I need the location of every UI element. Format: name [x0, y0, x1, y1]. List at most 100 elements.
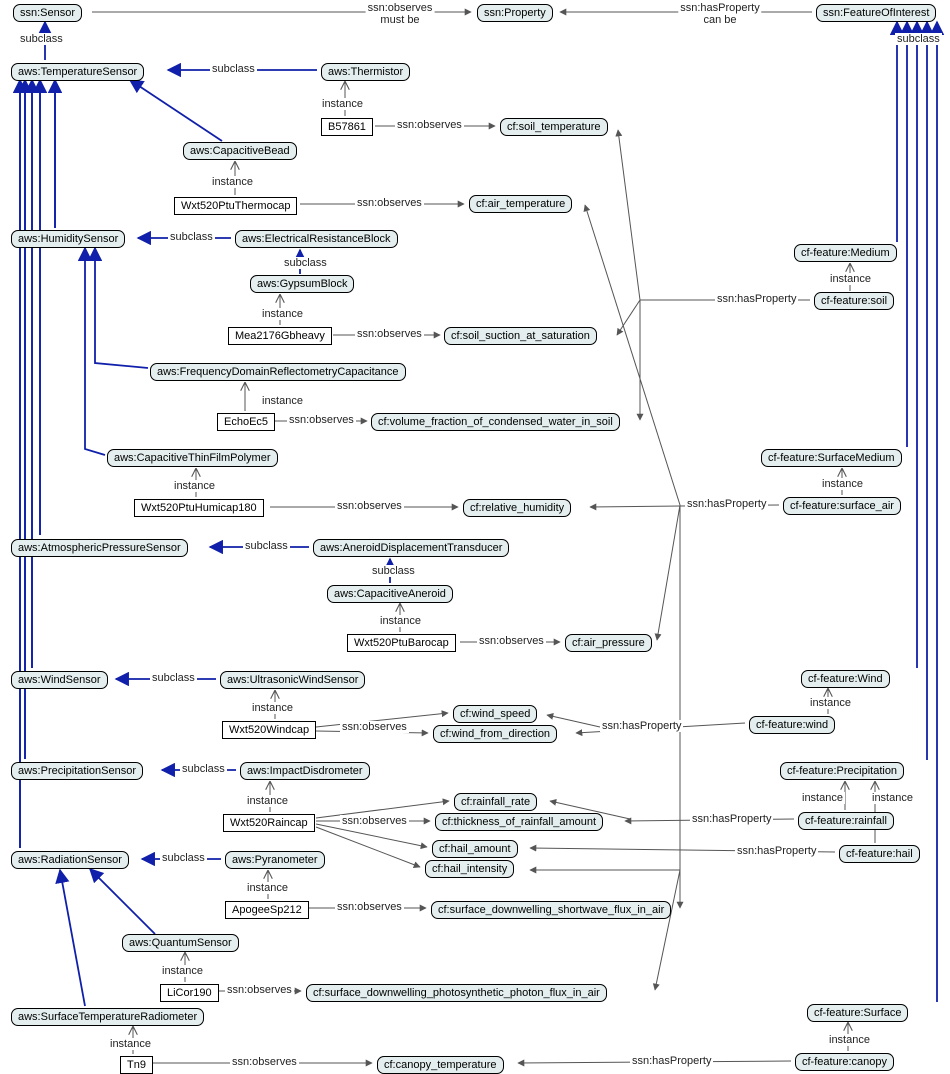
lbl-instance-15: instance — [800, 792, 845, 804]
lbl-obs-2: ssn:observes — [355, 197, 424, 209]
lbl-instance-1: instance — [320, 98, 365, 110]
lbl-instance-10: instance — [160, 965, 205, 977]
lbl-instance-15b: instance — [870, 792, 915, 804]
node-cf-feat-precip: cf-feature:Precipitation — [780, 762, 904, 780]
node-aws-thermistor: aws:Thermistor — [321, 63, 410, 81]
node-ssn-property: ssn:Property — [477, 4, 553, 22]
lbl-obs-8: ssn:observes — [340, 815, 409, 827]
lbl-instance-14: instance — [808, 697, 853, 709]
node-cf-surf-ppfd: cf:surface_downwelling_photosynthetic_ph… — [306, 984, 607, 1002]
lbl-instance-11: instance — [108, 1038, 153, 1050]
node-aws-pyranometer: aws:Pyranometer — [225, 851, 325, 869]
node-cf-rainthick: cf:thickness_of_rainfall_amount — [435, 813, 603, 831]
lbl-hp-2: ssn:hasProperty — [685, 498, 768, 510]
lbl-subclass-6: subclass — [243, 540, 290, 552]
node-aws-ultrawind: aws:UltrasonicWindSensor — [220, 671, 365, 689]
lbl-subclass-10: subclass — [160, 852, 207, 864]
node-aws-freqdom: aws:FrequencyDomainReflectometryCapacita… — [150, 363, 406, 381]
node-cf-feat-surfair: cf-feature:surface_air — [783, 497, 901, 515]
node-cf-soil-suction: cf:soil_suction_at_saturation — [444, 327, 597, 345]
node-cf-rainrate: cf:rainfall_rate — [454, 793, 537, 811]
node-cf-winddir: cf:wind_from_direction — [433, 725, 557, 743]
node-cf-feat-medium: cf-feature:Medium — [794, 244, 897, 262]
lbl-instance-16: instance — [827, 1034, 872, 1046]
lbl-instance-9: instance — [245, 882, 290, 894]
lbl-obs-10: ssn:observes — [225, 984, 294, 996]
node-wxt520windcap: Wxt520Windcap — [222, 721, 316, 739]
node-cf-feat-hail: cf-feature:hail — [839, 845, 920, 863]
lbl-instance-8: instance — [245, 795, 290, 807]
node-cf-feat-surface: cf-feature:Surface — [807, 1004, 908, 1022]
node-apogeesp212: ApogeeSp212 — [225, 901, 309, 919]
node-mea2176: Mea2176Gbheavy — [228, 327, 332, 345]
node-licor190: LiCor190 — [160, 984, 219, 1002]
node-aws-capthin: aws:CapacitiveThinFilmPolymer — [107, 449, 278, 467]
lbl-obs-9: ssn:observes — [335, 901, 404, 913]
node-ssn-sensor: ssn:Sensor — [13, 4, 82, 22]
lbl-subclass-7: subclass — [370, 565, 417, 577]
node-b57861: B57861 — [321, 118, 373, 136]
node-cf-hailint: cf:hail_intensity — [425, 860, 514, 878]
lbl-subclass-8: subclass — [150, 672, 197, 684]
lbl-instance-3: instance — [260, 308, 305, 320]
node-cf-airpress: cf:air_pressure — [565, 634, 652, 652]
lbl-instance-4: instance — [260, 395, 305, 407]
lbl-hp-4: ssn:hasProperty — [690, 813, 773, 825]
lbl-obs-6: ssn:observes — [477, 635, 546, 647]
node-aws-capaneroid: aws:CapacitiveAneroid — [327, 585, 453, 603]
node-aws-tempsensor: aws:TemperatureSensor — [11, 63, 144, 81]
lbl-obs-1: ssn:observes — [395, 119, 464, 131]
node-aws-capbead: aws:CapacitiveBead — [183, 142, 297, 160]
node-wxt520thermocap: Wxt520PtuThermocap — [174, 197, 297, 215]
lbl-subclass-9: subclass — [180, 763, 227, 775]
lbl-obs-11: ssn:observes — [230, 1056, 299, 1068]
lbl-obs-4: ssn:observes — [287, 414, 356, 426]
node-aws-quantum: aws:QuantumSensor — [122, 934, 239, 952]
node-cf-feat-surfmed: cf-feature:SurfaceMedium — [761, 449, 902, 467]
lbl-hp-1: ssn:hasProperty — [715, 293, 798, 305]
lbl-instance-7: instance — [250, 702, 295, 714]
node-tn9: Tn9 — [120, 1056, 153, 1074]
node-cf-feat-rainfall: cf-feature:rainfall — [798, 812, 894, 830]
node-aws-atmpressure: aws:AtmosphericPressureSensor — [11, 539, 188, 557]
node-ssn-foi: ssn:FeatureOfInterest — [816, 4, 936, 22]
lbl-hp-6: ssn:hasProperty — [630, 1055, 713, 1067]
node-cf-relhum: cf:relative_humidity — [463, 499, 571, 517]
node-cf-feat-canopy: cf-feature:canopy — [795, 1053, 894, 1071]
node-wxt520barocap: Wxt520PtuBarocap — [347, 634, 456, 652]
node-cf-feat-wind: cf-feature:wind — [749, 716, 835, 734]
node-echoec5: EchoEc5 — [217, 413, 275, 431]
node-aws-radiation: aws:RadiationSensor — [11, 851, 129, 869]
lbl-hasprop-canbe: ssn:hasProperty can be — [678, 2, 761, 26]
lbl-subclass-1: subclass — [18, 33, 65, 45]
node-aws-windsensor: aws:WindSensor — [11, 671, 108, 689]
lbl-instance-5: instance — [172, 480, 217, 492]
node-aws-surftemp: aws:SurfaceTemperatureRadiometer — [11, 1008, 204, 1026]
node-wxt520raincap: Wxt520Raincap — [223, 814, 315, 832]
node-cf-air-temp: cf:air_temperature — [469, 195, 572, 213]
lbl-subclass-2: subclass — [895, 33, 942, 45]
node-aws-humidity: aws:HumiditySensor — [11, 230, 125, 248]
lbl-obs-3: ssn:observes — [355, 328, 424, 340]
node-wxt520humicap: Wxt520PtuHumicap180 — [134, 499, 264, 517]
lbl-instance-2: instance — [210, 176, 255, 188]
node-cf-surf-sw: cf:surface_downwelling_shortwave_flux_in… — [431, 901, 671, 919]
lbl-subclass-5: subclass — [282, 257, 329, 269]
lbl-hp-3: ssn:hasProperty — [600, 720, 683, 732]
lbl-subclass-3: subclass — [210, 63, 257, 75]
lbl-instance-12: instance — [828, 273, 873, 285]
node-aws-impact: aws:ImpactDisdrometer — [240, 762, 370, 780]
node-aws-aneroid: aws:AneroidDisplacementTransducer — [313, 539, 509, 557]
lbl-subclass-4: subclass — [168, 231, 215, 243]
node-aws-precip: aws:PrecipitationSensor — [11, 762, 143, 780]
lbl-observes-mustbe: ssn:observes must be — [366, 2, 435, 26]
lbl-hp-5: ssn:hasProperty — [735, 845, 818, 857]
node-cf-feat-windcl: cf-feature:Wind — [801, 670, 890, 688]
node-aws-gypsum: aws:GypsumBlock — [250, 275, 354, 293]
lbl-obs-7: ssn:observes — [340, 721, 409, 733]
node-cf-volfrac: cf:volume_fraction_of_condensed_water_in… — [371, 413, 620, 431]
node-cf-canopy-temp: cf:canopy_temperature — [377, 1056, 504, 1074]
node-cf-soil-temp: cf:soil_temperature — [500, 118, 608, 136]
node-aws-elecres: aws:ElectricalResistanceBlock — [235, 230, 398, 248]
node-cf-hailamt: cf:hail_amount — [432, 840, 518, 858]
